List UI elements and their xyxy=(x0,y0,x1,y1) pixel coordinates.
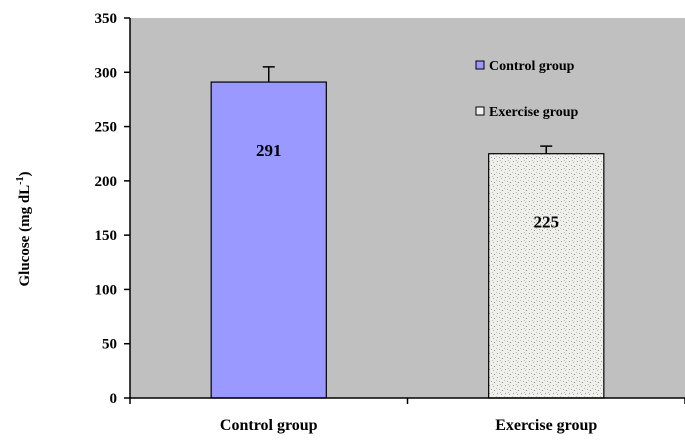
y-tick-label: 0 xyxy=(110,391,118,407)
bars-layer xyxy=(210,66,605,399)
x-tick-label-1: Exercise group xyxy=(495,417,597,434)
y-tick-label: 250 xyxy=(95,120,118,136)
y-axis-title-main: Glucose (mg dL xyxy=(17,185,33,287)
y-tick-label: 150 xyxy=(95,228,118,244)
x-tick-label-0: Control group xyxy=(220,417,318,434)
y-ticks: 0 50 100 150 200 250 300 350 xyxy=(95,11,130,407)
y-tick-label: 100 xyxy=(95,282,118,298)
legend-label-exercise: Exercise group xyxy=(489,105,579,120)
legend-swatch-control xyxy=(475,60,485,70)
y-axis-title-sup: -1 xyxy=(15,176,26,184)
legend-swatch-exercise xyxy=(475,106,485,116)
x-ticks: Control group Exercise group xyxy=(129,398,685,434)
legend-label-control: Control group xyxy=(489,59,575,74)
bar-1 xyxy=(488,153,605,399)
legend: Control group Exercise group xyxy=(475,59,579,120)
y-tick-label: 300 xyxy=(95,65,118,81)
y-axis-title-close: ) xyxy=(17,171,33,176)
data-label-1: 225 xyxy=(534,213,560,232)
data-label-0: 291 xyxy=(256,141,282,160)
data-labels-layer: 291 225 xyxy=(256,141,559,232)
y-tick-label: 50 xyxy=(102,337,117,353)
y-tick-label: 350 xyxy=(95,11,118,27)
y-tick-label: 200 xyxy=(95,174,118,190)
bar-0 xyxy=(210,81,327,399)
y-axis-title: Glucose (mg dL-1) xyxy=(15,171,33,286)
